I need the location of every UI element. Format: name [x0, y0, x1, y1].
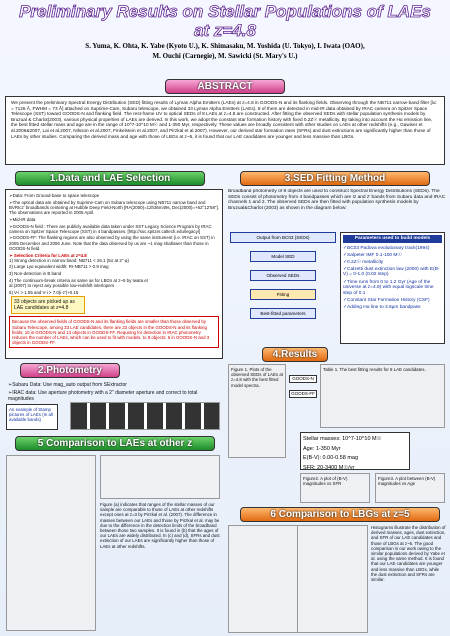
section-body: ➢Data: From Ground-base to space telesco… — [5, 189, 223, 359]
params-box: Parameters used to build models ✓BC03 Pa… — [340, 232, 445, 344]
abstract-banner: ABSTRACT — [165, 79, 285, 94]
param: ✓Adding Hα line to 3.6µm bandpass — [343, 304, 421, 310]
param: ✓Constant Star Formation History (CSF) — [343, 297, 430, 303]
list-item: ➢Mid-IR data — [9, 216, 36, 222]
param: ✓Salpeter IMF 0.1-100 M☉ — [343, 252, 402, 258]
section-banner: 6 Comparison to LBGs at z=5 — [240, 507, 440, 522]
summary-item: Age: 1-350 Myr — [303, 445, 341, 452]
stamp-images — [70, 402, 220, 430]
list: 1) Strong detection in narrow band: NB71… — [9, 258, 149, 297]
criterion: 3) Non-detection in B band — [9, 271, 62, 277]
abstract-text: We present the preliminary Spectral Ener… — [5, 96, 445, 165]
summary-item: SFR: 20-3400 M☉/yr — [303, 464, 355, 470]
criterion: 2) Large Lyα equivalent width: RI-NB711 … — [9, 264, 109, 270]
figure-2: Figure2. A plot of (B-V) magnitudes vs S… — [300, 473, 370, 503]
param: ✓Time runs from 0 to 1.2 Gyr (Age of the… — [343, 279, 434, 296]
list-item: ➢The optical data are obtained by Suprim… — [9, 199, 219, 216]
section-banner: 1.Data and LAE Selection — [15, 171, 205, 186]
criterion: 4) The continuum-break criteria as same … — [9, 277, 148, 289]
field-label: GOODS-FF — [289, 390, 317, 398]
list: ➢Subaru Data: Use mag_auto output from S… — [5, 381, 223, 401]
results-summary: Stellar masses: 10^7-10^10 M☉ Age: 1-350 … — [300, 432, 410, 470]
figure-1: Figure 1. Plots of the observed SEDs of … — [228, 364, 286, 458]
list-item: ➢GOODS-N field : There are publicly avai… — [9, 223, 212, 234]
flow-box: Observed SEDs — [250, 270, 316, 281]
flow-box: Fitting — [250, 289, 316, 300]
flow-box: Best-fitted parameters — [250, 308, 316, 319]
comparison-text: Figure (a) indicates that ranges of the … — [100, 502, 220, 549]
param: ✓BC03 Padova evolutionary track(1994) — [343, 245, 430, 251]
list-item: ➢Data: From Ground-base to space telesco… — [9, 193, 100, 198]
summary-item: E(B-V): 0.00-0.58 mag — [303, 455, 359, 461]
list-item: ➢IRAC data: Use aperture photometry with… — [8, 389, 198, 402]
list: ➢Data: From Ground-base to space telesco… — [9, 193, 219, 251]
histograms — [228, 525, 368, 633]
criterion: 1) Strong detection in narrow band: NB71… — [9, 257, 129, 263]
params-title: Parameters used to build models — [343, 235, 442, 243]
section-banner: 4.Results — [262, 347, 328, 362]
list: ✓BC03 Padova evolutionary track(1994) ✓Sa… — [343, 246, 442, 311]
comparison-plots — [6, 455, 96, 631]
param: ✓0.2Z☉ metallicity — [343, 259, 384, 265]
results-table: Table 1. The best fitting results for 8 … — [320, 364, 445, 428]
flow-box: Output from BC03 (SEDs) — [230, 232, 336, 243]
param: ✓Calzetti dust extinction law (2000) wit… — [343, 266, 440, 278]
sed-text: Broadband photometry of 8 objects are us… — [228, 189, 446, 212]
list-item: ➢Subaru Data: Use mag_auto output from S… — [8, 382, 127, 388]
authors: S. Yuma, K. Ohta, K. Yabe (Kyoto U.), K.… — [85, 42, 365, 50]
subheading: ➢ Selection Criteria for LAEs at z=4.8 — [9, 252, 87, 258]
field-label: GOODS-N — [289, 375, 317, 383]
highlight: 33 objects are picked up as LAE candidat… — [11, 296, 85, 315]
flowchart: Output from BC03 (SEDs) Model SED Observed… — [228, 232, 338, 342]
figure-3: Figure3. A plot between (B-V) magnitudes… — [375, 473, 445, 503]
authors: M. Ouchi (Carnegie), M. Sawicki (St. Mar… — [152, 52, 298, 60]
flow-box: Model SED — [250, 251, 316, 262]
stamp-label: An example of Stamp pictures of LAEs (In… — [6, 404, 58, 430]
comparison-text: Histograms illustrate the distribution o… — [371, 525, 446, 583]
summary-item: Stellar masses: 10^7-10^10 M☉ — [303, 436, 382, 442]
list-item: ➢GOODS-FF: The flanking regions are also… — [9, 235, 215, 251]
title: Preliminary Results on Stellar Populatio… — [19, 2, 432, 40]
section-banner: 5 Comparison to LAEs at other z — [15, 436, 215, 451]
section-banner: 3.SED Fitting Method — [240, 171, 430, 186]
criterion: 5) V-i > 1.55 and V-i > 7.0(i-z')+0.15 — [9, 289, 79, 295]
comparison-table — [100, 455, 220, 499]
section-banner: 2.Photometry — [20, 363, 120, 378]
note: Because the observed fields of GOODS-N a… — [9, 316, 219, 349]
